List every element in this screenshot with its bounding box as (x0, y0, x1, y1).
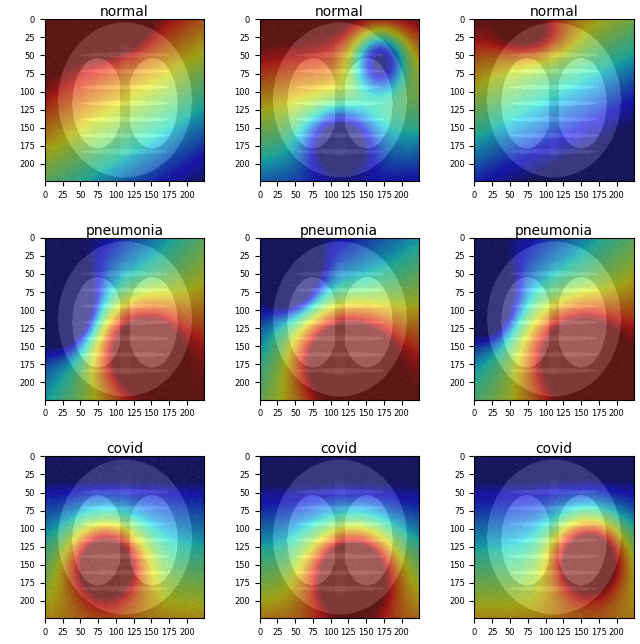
Title: covid: covid (106, 442, 143, 457)
Title: pneumonia: pneumonia (300, 224, 378, 238)
Title: normal: normal (530, 5, 579, 19)
Title: normal: normal (315, 5, 364, 19)
Title: normal: normal (100, 5, 148, 19)
Title: covid: covid (536, 442, 573, 457)
Title: pneumonia: pneumonia (515, 224, 593, 238)
Title: pneumonia: pneumonia (85, 224, 163, 238)
Title: covid: covid (321, 442, 358, 457)
